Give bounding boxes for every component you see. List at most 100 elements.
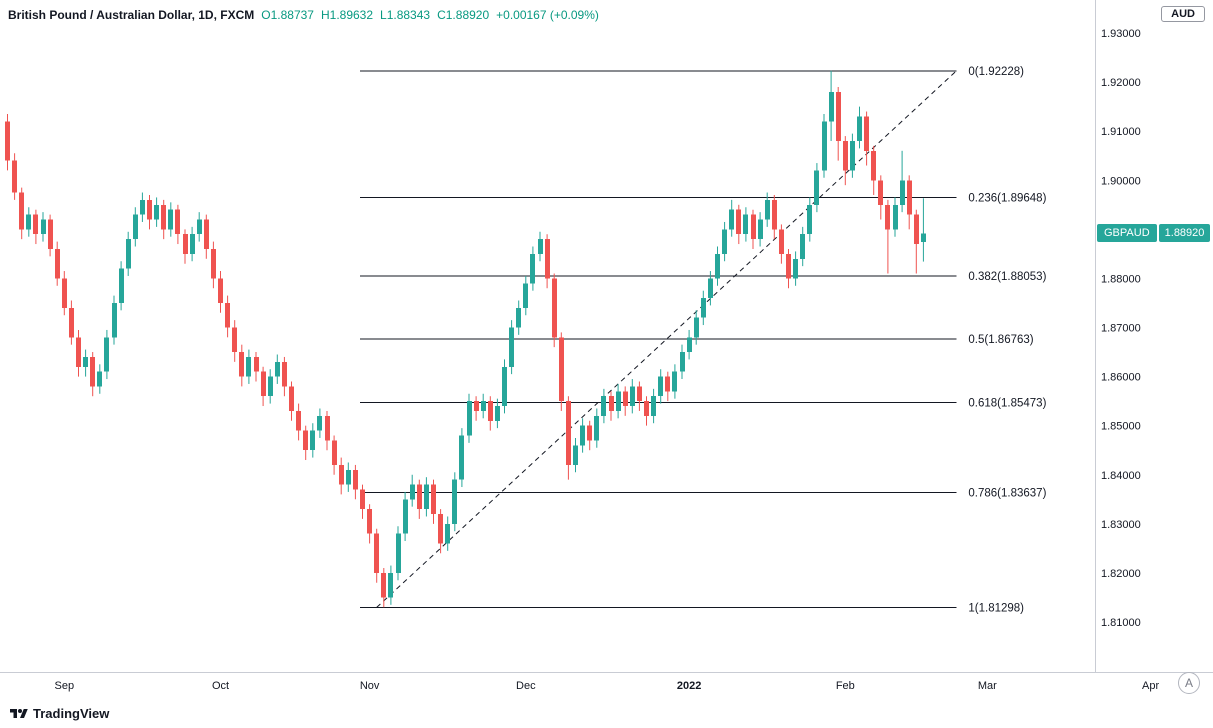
candle-body	[403, 499, 408, 534]
candle-body	[736, 209, 741, 235]
tradingview-logo-icon	[10, 708, 28, 718]
candle-body	[672, 371, 677, 392]
candle-body	[360, 489, 365, 510]
candle-body	[62, 278, 67, 308]
price-tick-label: 1.85000	[1101, 421, 1141, 433]
candle-body	[814, 170, 819, 205]
candle-body	[665, 376, 670, 392]
candle-body	[175, 209, 180, 235]
legend-change-value: +0.00167 (+0.09%)	[496, 8, 599, 22]
candle-body	[694, 317, 699, 338]
candle-body	[261, 371, 266, 397]
candle-body	[204, 219, 209, 249]
candle-body	[708, 278, 713, 299]
candle-body	[722, 229, 727, 254]
price-tick-label: 1.93000	[1101, 28, 1141, 40]
candle-body	[104, 337, 109, 372]
candle-body	[154, 204, 159, 220]
price-tick-label: 1.81000	[1101, 617, 1141, 629]
candle-body	[19, 192, 24, 230]
time-axis-label: Apr	[1142, 680, 1159, 692]
candle-body	[26, 214, 31, 230]
legend-low-value: L1.88343	[380, 8, 431, 22]
candle-body	[133, 214, 138, 240]
candle-body	[807, 204, 812, 235]
candle-body	[502, 366, 507, 407]
candle-body	[339, 464, 344, 485]
fib-level-label: 0.236(1.89648)	[968, 193, 1046, 205]
candle-body	[878, 180, 883, 205]
candle-body	[459, 435, 464, 480]
candle-body	[864, 116, 869, 151]
price-tick-label: 1.92000	[1101, 77, 1141, 89]
symbol-title[interactable]: British Pound / Australian Dollar, 1D, F…	[8, 8, 255, 22]
candle-body	[41, 219, 46, 235]
candle-body	[90, 356, 95, 387]
candle-body	[417, 484, 422, 510]
candle-body	[538, 239, 543, 254]
candle-body	[907, 180, 912, 215]
fib-level-label: 0.5(1.86763)	[968, 334, 1033, 346]
candle-body	[367, 509, 372, 534]
candle-body	[388, 572, 393, 598]
candle-body	[246, 356, 251, 377]
candle-body	[616, 391, 621, 411]
candle-body	[310, 430, 315, 451]
candle-body	[190, 234, 195, 254]
candle-body	[275, 361, 280, 377]
price-tick-label: 1.82000	[1101, 568, 1141, 580]
candle-body	[197, 219, 202, 235]
candle-body	[885, 204, 890, 230]
price-tick-label: 1.87000	[1101, 323, 1141, 335]
candle-body	[467, 401, 472, 436]
candle-body	[474, 401, 479, 411]
candle-body	[12, 160, 17, 193]
candle-body	[715, 253, 720, 279]
candle-body	[545, 239, 550, 279]
candle-body	[758, 219, 763, 240]
candle-body	[183, 234, 188, 254]
price-tick-label: 1.88000	[1101, 273, 1141, 285]
candle-body	[33, 214, 38, 235]
fib-trendline[interactable]	[376, 70, 957, 608]
candle-body	[644, 401, 649, 416]
candle-body	[495, 406, 500, 421]
candle-body	[850, 140, 855, 171]
price-label-value: 1.88920	[1158, 224, 1211, 242]
candle-body	[97, 371, 102, 387]
candle-body	[651, 396, 656, 416]
candle-body	[793, 258, 798, 279]
candle-body	[268, 376, 273, 397]
candle-body	[353, 469, 358, 490]
candle-body	[374, 533, 379, 573]
price-tick-label: 1.90000	[1101, 175, 1141, 187]
candle-body	[623, 391, 628, 407]
candle-body	[701, 298, 706, 318]
candle-body	[5, 121, 10, 161]
candle-body	[566, 401, 571, 465]
candle-body	[800, 234, 805, 259]
candle-body	[332, 440, 337, 465]
candle-body	[772, 199, 777, 230]
candle-body	[296, 410, 301, 431]
candle-body	[601, 396, 606, 416]
candle-body	[914, 214, 919, 245]
time-axis-label: 2022	[677, 680, 701, 692]
price-tick-label: 1.86000	[1101, 372, 1141, 384]
tradingview-logo[interactable]: TradingView	[10, 706, 109, 721]
tradingview-logo-text: TradingView	[33, 706, 110, 721]
time-axis[interactable]	[0, 673, 1096, 700]
candle-body	[786, 253, 791, 279]
candle-body	[211, 248, 216, 279]
candle-body	[48, 219, 53, 249]
fib-level-label: 0.786(1.83637)	[968, 488, 1046, 500]
candle-body	[119, 268, 124, 303]
candle-body	[396, 533, 401, 573]
candle-body	[573, 445, 578, 465]
candle-body	[637, 386, 642, 402]
candle-body	[658, 376, 663, 397]
candle-body	[225, 302, 230, 328]
candle-body	[857, 116, 862, 141]
price-axis[interactable]	[1096, 0, 1213, 672]
